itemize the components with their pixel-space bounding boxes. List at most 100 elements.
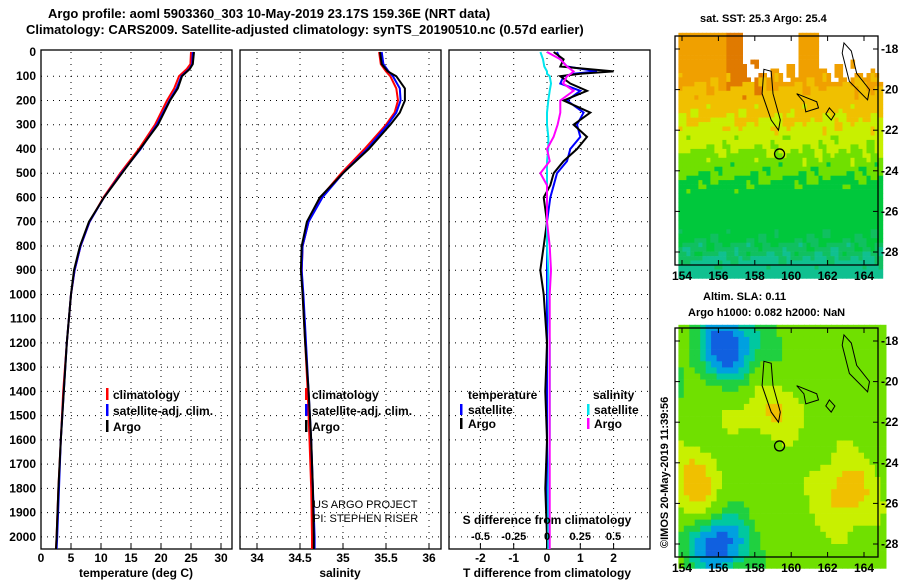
map-cell xyxy=(766,220,771,226)
map-cell xyxy=(750,242,755,248)
map-cell xyxy=(698,247,703,252)
map-cell xyxy=(722,113,727,118)
map-cell xyxy=(854,215,860,221)
map-cell xyxy=(822,157,828,163)
map-cell xyxy=(710,81,715,87)
map-cell xyxy=(858,470,865,478)
map-cell xyxy=(698,144,703,150)
map-cell xyxy=(738,198,743,203)
map-cell xyxy=(682,90,687,96)
series-line-climatology xyxy=(55,51,192,550)
map-cell xyxy=(733,458,740,466)
map-cell xyxy=(778,73,784,78)
map-cell xyxy=(782,104,788,109)
map-cell xyxy=(787,349,794,356)
map-cell xyxy=(836,428,843,435)
map-cell xyxy=(727,440,734,447)
map-cell xyxy=(770,273,776,279)
map-cell xyxy=(771,531,778,539)
map-cell xyxy=(793,416,800,423)
map-cell xyxy=(870,269,876,275)
map-cell xyxy=(686,224,691,230)
map-cell xyxy=(738,55,743,60)
map-cell xyxy=(749,343,756,350)
map-cell xyxy=(694,495,701,502)
map-cell xyxy=(810,144,816,150)
map-cell xyxy=(734,73,739,78)
depth-tick-label: 800 xyxy=(16,239,36,253)
map-cell xyxy=(869,483,876,490)
map-cell xyxy=(786,273,792,279)
map-cell xyxy=(727,355,734,362)
map-cell xyxy=(864,470,871,478)
map-cell xyxy=(782,361,789,368)
map-cell xyxy=(700,397,707,405)
map-cell xyxy=(782,513,789,520)
map-cell xyxy=(760,489,767,496)
x-tick-label: -2 xyxy=(475,551,486,565)
map-cell xyxy=(880,422,887,429)
map-cell xyxy=(870,95,876,101)
map-cell xyxy=(733,531,740,539)
map-cell xyxy=(705,519,712,526)
map-cell xyxy=(711,343,718,350)
map-cell xyxy=(869,452,876,460)
map-cell xyxy=(878,148,884,154)
map-cell xyxy=(760,531,767,539)
map-cell xyxy=(718,238,723,243)
map-cell xyxy=(774,166,780,172)
map-cell xyxy=(678,139,683,145)
map-cell xyxy=(722,452,729,460)
map-cell xyxy=(874,175,880,181)
map-cell xyxy=(738,397,745,405)
legend-label: climatology xyxy=(113,388,180,402)
map-cell xyxy=(798,269,804,275)
legend-swatch xyxy=(587,418,590,429)
map-cell xyxy=(711,373,718,380)
map-cell xyxy=(678,131,683,136)
map-cell xyxy=(700,379,707,386)
map-cell xyxy=(842,349,849,356)
map-cell xyxy=(726,126,731,132)
map-cell xyxy=(706,157,711,163)
map-cell xyxy=(836,336,843,344)
map-cell xyxy=(776,397,783,405)
map-cell xyxy=(694,410,701,417)
map-cell xyxy=(738,501,745,508)
map-cell xyxy=(806,32,812,38)
map-cell xyxy=(818,260,824,266)
map-cell xyxy=(880,501,887,508)
map-cell xyxy=(814,440,821,447)
map-cell xyxy=(774,108,780,114)
map-cell xyxy=(802,59,808,65)
map-cell xyxy=(694,189,699,194)
map-cell xyxy=(762,251,767,257)
map-cell xyxy=(818,171,824,176)
map-cell xyxy=(786,184,792,190)
map-cell xyxy=(820,550,827,557)
map-cell xyxy=(782,397,789,405)
map-cell xyxy=(678,391,685,399)
map-cell xyxy=(778,157,784,163)
map-cell xyxy=(798,171,804,176)
map-cell xyxy=(682,265,687,270)
map-cell xyxy=(734,175,739,181)
map-cell xyxy=(810,198,816,203)
map-cell xyxy=(830,265,836,270)
map-cell xyxy=(705,385,712,393)
map-cell xyxy=(778,206,784,212)
map-cell xyxy=(818,90,824,96)
map-cell xyxy=(846,166,852,172)
map-cell xyxy=(742,198,747,203)
map-cell xyxy=(718,86,723,92)
map-cell xyxy=(776,422,783,429)
map-cell xyxy=(802,99,808,105)
map-cell xyxy=(820,458,827,466)
map-cell xyxy=(726,77,731,83)
map-cell xyxy=(814,157,820,163)
map-cell xyxy=(716,434,723,441)
map-cell xyxy=(866,108,872,114)
map-cell xyxy=(678,537,685,545)
map-cell xyxy=(774,86,780,92)
map-cell xyxy=(794,215,800,221)
